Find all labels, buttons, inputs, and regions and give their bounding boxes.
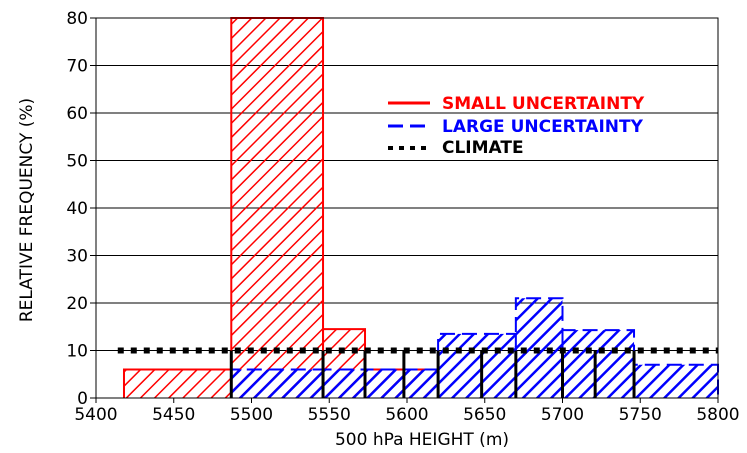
x-tick-label: 5500 [230,405,273,425]
x-tick-label: 5450 [152,405,195,425]
bar-large-uncertainty [365,369,439,398]
x-tick-label: 5800 [696,405,739,425]
legend-label-climate: CLIMATE [442,138,524,158]
y-tick-label: 30 [66,247,88,267]
x-axis-title: 500 hPa HEIGHT (m) [335,430,509,450]
y-tick-label: 40 [66,199,88,219]
y-tick-label: 60 [66,104,88,124]
x-tick-label: 5750 [619,405,662,425]
bar-large-uncertainty [634,364,718,398]
y-tick-label: 10 [66,342,88,362]
bar-large-uncertainty [323,369,366,398]
x-tick-label: 5650 [463,405,506,425]
bar-small-uncertainty [123,369,232,398]
y-tick-label: 0 [77,389,88,409]
legend-label-large-uncertainty: LARGE UNCERTAINTY [442,117,644,137]
y-tick-label: 70 [66,57,88,77]
x-tick-label: 5700 [541,405,584,425]
legend-label-small-uncertainty: SMALL UNCERTAINTY [442,94,645,114]
climate-series [117,347,718,398]
bar-large-uncertainty [231,369,324,398]
x-tick-label: 5600 [385,405,428,425]
legend: SMALL UNCERTAINTY LARGE UNCERTAINTY CLIM… [388,94,645,158]
y-tick-label: 20 [66,294,88,314]
bar-large-uncertainty-outline [514,297,564,398]
x-tick-label: 5550 [308,405,351,425]
bar-large-uncertainty [438,333,516,398]
y-axis-title: RELATIVE FREQUENCY (%) [17,98,37,322]
axes: 0 10 20 30 40 50 60 70 80 5400 5450 5500 5550 5600 565… [66,9,739,425]
y-tick-label: 80 [66,9,88,29]
x-tick-label: 5400 [74,405,117,425]
bar-small-uncertainty [231,18,324,398]
y-tick-label: 50 [66,152,88,172]
bars [122,17,719,398]
plot-frame [95,17,719,399]
bar-large-uncertainty [562,330,635,398]
